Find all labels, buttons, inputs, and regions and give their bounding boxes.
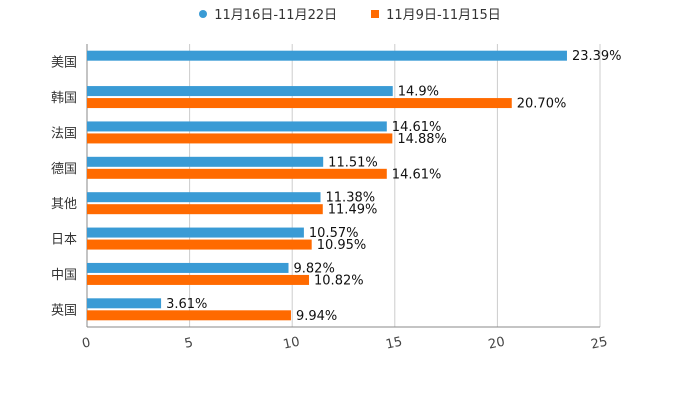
- bar-series-1: [87, 156, 324, 167]
- bar-series-2: [87, 310, 291, 321]
- bar-series-2: [87, 204, 323, 215]
- category-label: 韩国: [51, 91, 77, 106]
- legend-item-series-2[interactable]: 11月9日-11月15日: [371, 4, 501, 23]
- x-tick-label: 25: [590, 335, 609, 353]
- data-label-series-1: 3.61%: [166, 297, 207, 312]
- bar-series-2: [87, 133, 393, 144]
- data-label-series-2: 10.95%: [317, 238, 367, 253]
- data-label-series-2: 14.88%: [397, 132, 447, 147]
- bar-series-2: [87, 168, 387, 179]
- category-label: 美国: [51, 56, 77, 71]
- data-label-series-2: 14.61%: [392, 167, 442, 182]
- data-label-series-1: 11.51%: [328, 155, 378, 170]
- data-label-series-1: 11.38%: [326, 191, 376, 206]
- x-tick-label: 20: [487, 335, 506, 353]
- data-label-series-2: 20.70%: [517, 97, 567, 112]
- data-label-series-1: 10.57%: [309, 226, 359, 241]
- bar-series-1: [87, 121, 387, 132]
- x-tick-label: 0: [81, 335, 92, 351]
- bar-series-1: [87, 192, 321, 203]
- bar-series-1: [87, 298, 162, 309]
- data-label-series-2: 10.82%: [314, 273, 364, 288]
- data-label-series-2: 9.94%: [296, 309, 337, 324]
- legend-label-series-2: 11月9日-11月15日: [386, 8, 501, 23]
- category-label: 日本: [51, 233, 77, 248]
- legend: 11月16日-11月22日 11月9日-11月15日: [0, 4, 700, 23]
- bar-series-2: [87, 98, 512, 109]
- data-label-series-1: 23.39%: [572, 49, 622, 64]
- category-label: 德国: [51, 162, 77, 177]
- category-label: 英国: [51, 303, 77, 318]
- legend-marker-series-2: [371, 9, 380, 18]
- bar-series-2: [87, 274, 310, 285]
- data-label-series-1: 14.9%: [398, 85, 439, 100]
- bar-series-1: [87, 262, 289, 273]
- category-label: 其他: [51, 197, 77, 212]
- bar-series-1: [87, 227, 304, 238]
- data-label-series-1: 14.61%: [392, 120, 442, 135]
- x-tick-label: 15: [384, 335, 403, 353]
- category-label: 中国: [51, 268, 77, 283]
- data-label-series-1: 9.82%: [294, 261, 335, 276]
- bar-series-2: [87, 239, 312, 250]
- legend-item-series-1[interactable]: 11月16日-11月22日: [199, 4, 337, 23]
- bar-series-1: [87, 50, 567, 61]
- bar-series-1: [87, 86, 393, 97]
- x-tick-label: 5: [183, 335, 194, 351]
- data-label-series-2: 11.49%: [328, 203, 378, 218]
- legend-label-series-1: 11月16日-11月22日: [214, 8, 338, 23]
- legend-marker-series-1: [199, 9, 208, 18]
- x-tick-label: 10: [282, 335, 301, 353]
- category-label: 法国: [51, 126, 77, 141]
